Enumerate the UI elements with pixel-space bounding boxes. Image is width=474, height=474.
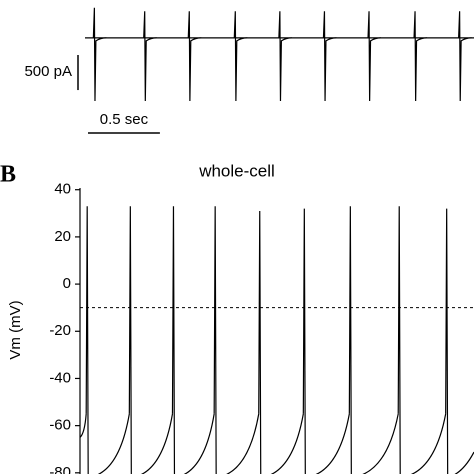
spike [397,206,401,474]
membrane-ramp [183,413,215,474]
y-tick-label: -60 [49,417,71,434]
current-scale-label: 500 pA [24,63,72,80]
y-tick-label: -40 [49,369,71,386]
spike [367,11,382,101]
spike [278,11,292,101]
spike [187,11,202,101]
spike [413,11,428,101]
y-axis-label: Vm (mV) [7,300,24,359]
spike [322,11,337,101]
membrane-ramp [362,413,399,474]
spike [445,208,449,474]
membrane-ramp [97,413,130,474]
membrane-ramp [410,413,447,474]
spike [85,206,89,474]
y-tick-label: -20 [49,322,71,339]
membrane-ramp [79,413,87,438]
spike [302,208,306,474]
y-tick-label: 20 [54,228,71,245]
y-tick-label: 40 [54,181,71,198]
time-scale-label: 0.5 sec [100,111,149,128]
y-tick-label: 0 [63,275,71,292]
spike [213,206,217,474]
membrane-ramp [140,413,174,474]
y-tick-label: -80 [49,464,71,474]
spike [171,206,176,474]
spike [92,7,107,101]
membrane-ramp [454,451,474,474]
spike [128,206,132,474]
panel-title: whole-cell [198,161,275,180]
spike [258,210,262,474]
spike [458,11,472,101]
spike [348,206,352,474]
membrane-ramp [270,413,304,474]
membrane-ramp [315,413,350,474]
panel-label: B [0,162,16,188]
spike [233,11,248,101]
membrane-ramp [225,413,260,474]
spike [143,11,157,101]
